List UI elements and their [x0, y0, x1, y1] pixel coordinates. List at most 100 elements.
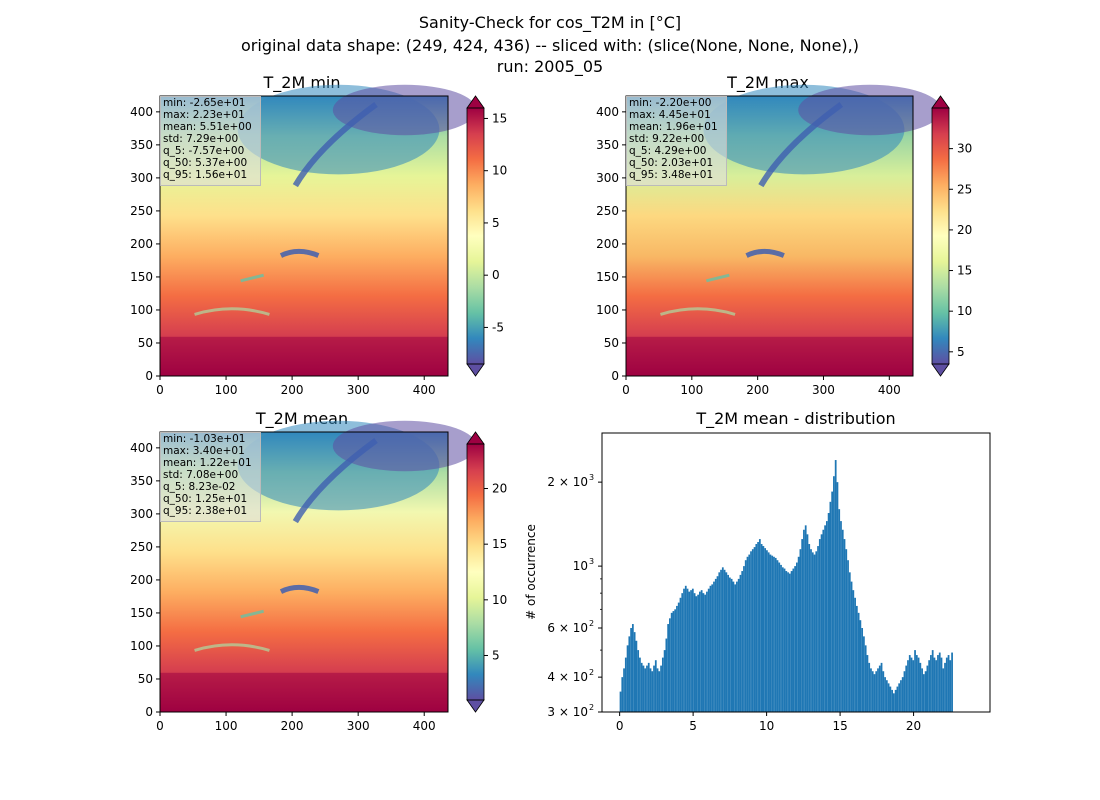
colorbar-extend-min	[931, 363, 950, 377]
x-axis-ticks: 0 100 200 300 400	[156, 712, 436, 733]
histogram-bar	[947, 655, 950, 712]
histogram-bar	[896, 686, 899, 712]
y-tick-label: 350	[130, 138, 153, 152]
colorbar-tick-label: 20	[492, 482, 507, 496]
histogram-bar	[907, 660, 909, 712]
histogram-bar	[863, 636, 865, 712]
histogram-bar	[942, 668, 945, 712]
histogram-bar	[882, 671, 885, 712]
histogram-bar	[630, 628, 632, 712]
histogram-bar	[938, 652, 941, 712]
figure-title-line-3: run: 2005_05	[496, 57, 604, 76]
colorbar: 5 10 15 20	[466, 431, 507, 713]
histogram-bar	[921, 668, 923, 712]
histogram-bar	[691, 588, 694, 712]
colorbar: -5 0 5 10 15	[466, 95, 507, 377]
histogram-bar	[836, 482, 839, 712]
histogram-bar	[693, 593, 696, 712]
histogram-bar	[799, 549, 802, 712]
x-tick-label: 0	[622, 383, 630, 397]
histogram-bar	[665, 638, 668, 712]
histogram-bar	[639, 657, 641, 712]
histogram-bar	[781, 567, 784, 712]
histogram-bar	[697, 594, 699, 712]
histogram-bar	[811, 552, 814, 712]
histogram-bar	[624, 657, 627, 712]
histogram-bar	[750, 551, 752, 712]
histogram-bar	[877, 668, 879, 712]
histogram-bar	[758, 539, 761, 712]
histogram-bar	[808, 544, 811, 712]
histogram-bar	[709, 585, 712, 712]
histogram-bar	[734, 584, 737, 712]
histogram-bar	[746, 556, 749, 712]
histogram-bar	[690, 590, 692, 712]
histogram-bar	[704, 594, 707, 712]
histogram-bar	[785, 571, 788, 712]
histogram-bar	[930, 655, 932, 712]
colorbar-tick-label: 30	[957, 142, 972, 156]
y-tick-label: 250	[596, 204, 619, 218]
histogram-bar	[889, 686, 892, 712]
histogram-bar	[878, 665, 881, 712]
histogram-bar	[926, 665, 929, 712]
histogram-bar	[653, 665, 655, 712]
x-tick-label: 400	[878, 383, 901, 397]
colorbar-tick-label: 5	[492, 216, 500, 230]
y-tick-exponent: 2	[589, 668, 594, 677]
histogram-bar	[838, 509, 841, 712]
histogram-bar	[901, 677, 904, 712]
histogram-bar	[894, 689, 897, 712]
colorbar-tick-label: 10	[492, 593, 507, 607]
histogram-bar	[730, 578, 733, 712]
x-tick-label: 0	[156, 383, 164, 397]
histogram-y-ticks: 3 × 10 24 × 10 26 × 10 210 32 × 10 3	[547, 473, 602, 719]
y-tick-label: 300	[130, 507, 153, 521]
histogram-bar	[640, 662, 643, 712]
histogram-bar	[893, 693, 895, 712]
histogram-bar	[803, 529, 805, 712]
stats-line: max: 2.23e+01	[163, 109, 245, 121]
colorbar-tick-label: 15	[957, 264, 972, 278]
map-image	[159, 420, 477, 713]
histogram-bar	[780, 564, 782, 712]
y-tick-label: 100	[596, 303, 619, 317]
histogram-bar	[649, 668, 652, 712]
x-tick-label: 0	[156, 719, 164, 733]
histogram-bar	[743, 566, 745, 712]
colorbar-tick-label: 20	[957, 223, 972, 237]
histogram-bar	[884, 677, 886, 712]
histogram-bar	[699, 591, 701, 712]
histogram-bar	[831, 491, 834, 712]
histogram-bar	[767, 552, 770, 712]
stats-line: q_50: 2.03e+01	[629, 157, 713, 169]
colorbar-tick-label: 10	[957, 304, 972, 318]
histogram-bar	[928, 660, 931, 712]
y-tick-label: 400	[130, 105, 153, 119]
stats-line: q_5: 8.23e-02	[163, 481, 235, 493]
x-tick-label: 10	[759, 719, 774, 733]
figure-title-line-2: original data shape: (249, 424, 436) -- …	[241, 36, 859, 55]
histogram-bar	[825, 521, 828, 712]
histogram-bar	[854, 597, 856, 712]
stats-line: std: 7.29e+00	[163, 133, 238, 145]
stats-line: max: 4.45e+01	[629, 109, 711, 121]
y-tick-label: 0	[611, 369, 619, 383]
histogram-bar	[810, 549, 812, 712]
x-tick-label: 200	[746, 383, 769, 397]
histogram-bar	[908, 655, 911, 712]
histogram-bar	[647, 662, 650, 712]
stats-line: q_95: 1.56e+01	[163, 169, 247, 181]
histogram-title: T_2M mean - distribution	[695, 409, 895, 429]
histogram-x-ticks: 0 5 10 15 20	[616, 712, 921, 733]
histogram-bar	[713, 581, 715, 712]
histogram-y-label: # of occurrence	[524, 524, 538, 620]
histogram-bar	[885, 680, 888, 712]
x-tick-label: 300	[812, 383, 835, 397]
histogram-bar	[880, 662, 883, 712]
